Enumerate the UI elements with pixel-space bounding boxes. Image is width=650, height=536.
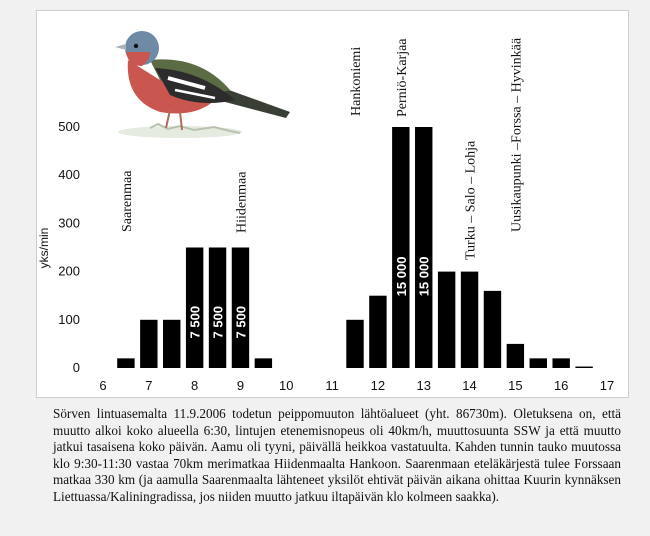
x-tick-label: 6 xyxy=(99,378,106,393)
y-axis-label: yks/min xyxy=(37,228,51,269)
bar xyxy=(208,247,227,368)
bar-value-label: 15 000 xyxy=(394,257,409,297)
place-annotation: Perniö-Karjaa xyxy=(395,38,410,117)
bar-value-label: 7 500 xyxy=(188,306,203,339)
place-annotations: Saarenmaa Hiidenmaa Hankoniemi Perniö-Karja… xyxy=(120,37,524,260)
bar xyxy=(369,295,387,368)
y-tick-label: 400 xyxy=(58,167,80,182)
bar xyxy=(529,358,547,368)
bar xyxy=(460,271,479,368)
x-tick-label: 10 xyxy=(279,378,293,393)
bar xyxy=(415,127,433,368)
x-axis: 6 7 8 9 10 11 12 13 14 15 16 17 xyxy=(99,378,614,393)
x-tick-label: 16 xyxy=(554,378,568,393)
bar-value-label: 15 000 xyxy=(417,257,432,297)
bar-value-labels: 7 500 7 500 7 500 15 000 15 000 xyxy=(188,257,432,339)
bar xyxy=(231,247,250,368)
y-tick-label: 500 xyxy=(58,119,80,134)
bar xyxy=(163,319,181,368)
x-tick-label: 11 xyxy=(325,378,339,393)
place-annotation: Saarenmaa xyxy=(120,170,135,232)
place-annotation: Turku – Salo – Lohja xyxy=(464,140,479,260)
bar-chart: 0 100 200 300 400 500 6 7 8 9 10 11 12 13 14 15 16 17 7 … xyxy=(37,31,614,393)
y-axis: 0 100 200 300 400 500 xyxy=(58,119,80,375)
bar xyxy=(552,358,570,368)
x-tick-label: 12 xyxy=(371,378,385,393)
bar xyxy=(506,343,525,368)
bar xyxy=(392,127,410,368)
bar xyxy=(575,366,593,368)
bar xyxy=(140,319,158,368)
bar-value-label: 7 500 xyxy=(211,306,226,339)
bar-series xyxy=(117,127,593,368)
place-annotation: Uusikaupunki –Forssa – Hyvinkää xyxy=(509,37,524,232)
x-tick-label: 13 xyxy=(416,378,430,393)
bar xyxy=(483,290,502,368)
x-tick-label: 7 xyxy=(145,378,152,393)
x-tick-label: 14 xyxy=(462,378,476,393)
place-annotation: Hankoniemi xyxy=(349,47,364,116)
bar xyxy=(254,358,273,368)
figure-caption: Sörven lintuasemalta 11.9.2006 todetun p… xyxy=(53,406,621,504)
bar xyxy=(117,358,135,368)
chaffinch-illustration xyxy=(115,31,290,138)
x-tick-label: 15 xyxy=(508,378,522,393)
bar-value-label: 7 500 xyxy=(233,306,248,339)
x-tick-label: 9 xyxy=(237,378,244,393)
x-tick-label: 8 xyxy=(191,378,198,393)
bar xyxy=(346,319,364,368)
y-tick-label: 0 xyxy=(73,360,80,375)
bar xyxy=(185,247,204,368)
bar xyxy=(437,271,456,368)
y-tick-label: 300 xyxy=(58,215,80,230)
place-annotation: Hiidenmaa xyxy=(234,171,249,233)
y-tick-label: 200 xyxy=(58,264,80,279)
y-tick-label: 100 xyxy=(58,312,80,327)
x-tick-label: 17 xyxy=(600,378,614,393)
